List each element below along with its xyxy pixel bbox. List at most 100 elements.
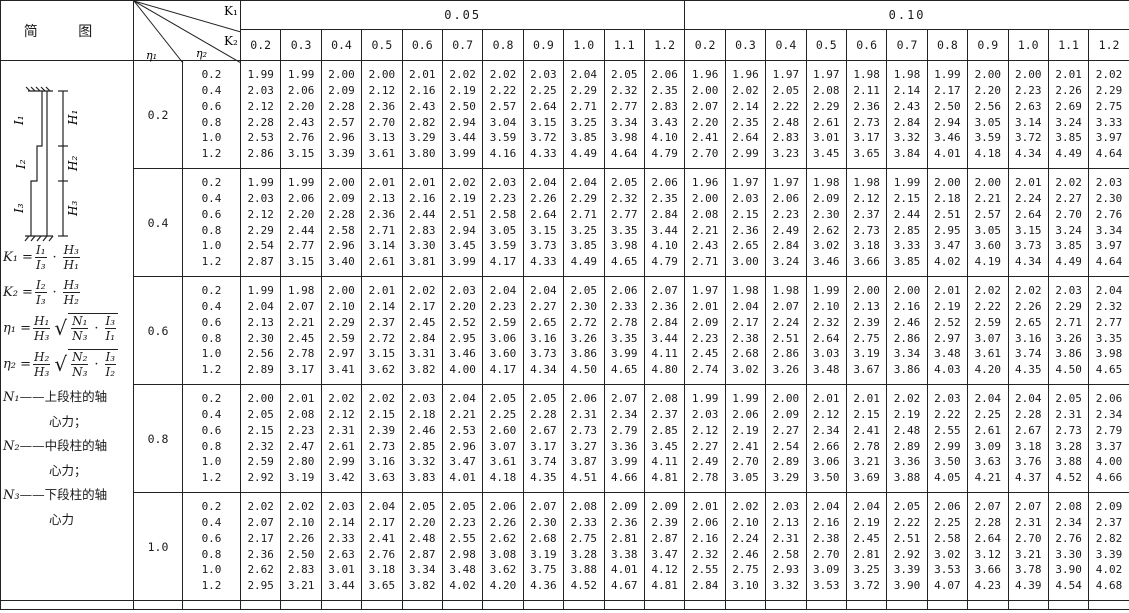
value-column: 1.98 2.09 2.30 2.62 3.02 3.46 <box>805 168 847 277</box>
denominator: H₁ <box>63 258 79 272</box>
table-cell: 2.01 <box>934 284 961 298</box>
table-cell: 3.33 <box>893 239 921 253</box>
table-cell: 2.04 <box>570 176 598 190</box>
denominator: H₃ <box>34 364 50 379</box>
formula-lhs: η₂ = <box>3 356 32 372</box>
table-cell: 2.17 <box>247 531 274 545</box>
value-column: 2.07 2.34 2.79 3.36 3.99 4.66 <box>603 384 645 493</box>
table-cell: 2.92 <box>247 471 274 485</box>
table-cell: 2.36 <box>368 207 396 221</box>
table-cell: 3.53 <box>934 563 961 577</box>
table-cell: 2.05 <box>247 407 274 421</box>
value-column: 2.04 2.29 2.71 3.25 3.85 4.49 <box>563 168 605 277</box>
table-cell: 1.97 <box>732 176 759 190</box>
table-cell: 2.77 <box>1095 315 1123 329</box>
table-cell: 3.24 <box>772 255 800 269</box>
table-cell: 2.03 <box>732 191 759 205</box>
label-i2: I₂ <box>14 159 28 170</box>
table-cell: 2.05 <box>489 392 517 406</box>
table-cell: 2.04 <box>530 284 557 298</box>
table-cell: 2.45 <box>691 347 719 361</box>
diagram-and-formulas: I₁ I₂ I₃ H₁ H₂ H₃ K₁ = I₁ I₃ · H₃ H₁ K₂ = … <box>0 60 134 601</box>
table-cell: 3.53 <box>813 579 840 593</box>
k2-value: 0.5 <box>361 29 403 61</box>
table-cell: 2.08 <box>287 407 315 421</box>
table-cell: 2.02 <box>409 284 436 298</box>
note-text-cont: 心力； <box>49 414 87 429</box>
value-column: 2.02 2.26 2.65 3.16 3.74 4.35 <box>1007 276 1049 385</box>
note-text-cont: 心力 <box>49 512 75 527</box>
table-cell: 2.06 <box>287 191 315 205</box>
table-cell: 3.30 <box>409 239 436 253</box>
table-cell: 2.39 <box>368 423 396 437</box>
numerator: I₂ <box>34 278 47 293</box>
table-cell: 4.65 <box>610 363 638 377</box>
table-cell: 2.36 <box>610 515 638 529</box>
value-column: 2.03 2.29 2.71 3.26 3.86 4.50 <box>1047 276 1090 385</box>
eta2-value: 0.8 <box>201 331 222 345</box>
table-cell: 2.45 <box>409 315 436 329</box>
table-cell: 2.37 <box>651 407 678 421</box>
value-column: 2.00 2.12 2.36 2.70 3.13 3.61 <box>361 60 403 169</box>
table-cell: 2.01 <box>409 176 436 190</box>
table-cell: 2.41 <box>732 439 759 453</box>
value-column: 2.04 2.29 2.71 3.25 3.85 4.49 <box>563 60 605 169</box>
k1-axis-label: K₁ <box>224 4 238 18</box>
table-cell: 3.05 <box>974 223 1002 237</box>
table-cell: 2.05 <box>610 68 638 82</box>
table-cell: 3.99 <box>610 347 638 361</box>
table-cell: 2.61 <box>974 423 1002 437</box>
table-cell: 2.25 <box>530 83 557 97</box>
note-symbol: N₂ <box>3 439 20 454</box>
table-cell: 2.28 <box>247 115 274 129</box>
table-cell: 2.04 <box>449 392 476 406</box>
table-cell: 2.62 <box>489 531 517 545</box>
table-cell: 2.01 <box>368 284 396 298</box>
table-cell: 2.59 <box>328 331 355 345</box>
table-cell: 2.06 <box>732 407 759 421</box>
table-cell: 2.35 <box>651 191 678 205</box>
table-cell: 2.00 <box>247 392 274 406</box>
table-cell: 2.17 <box>732 315 759 329</box>
table-cell: 2.75 <box>1095 99 1123 113</box>
table-cell: 2.63 <box>328 547 355 561</box>
eta1-value: 1.0 <box>133 492 183 601</box>
table-cell: 3.15 <box>287 147 315 161</box>
value-column: 2.02 2.22 2.59 3.07 3.61 4.20 <box>967 276 1009 385</box>
value-column: 2.04 2.19 2.45 2.81 3.25 3.72 <box>845 492 888 601</box>
value-column: 2.04 2.28 2.67 3.18 3.76 4.37 <box>1007 384 1049 493</box>
table-cell: 3.25 <box>570 223 598 237</box>
table-cell: 2.21 <box>287 315 315 329</box>
table-cell: 3.34 <box>1095 223 1123 237</box>
table-cell: 3.45 <box>651 439 678 453</box>
value-column: 2.00 2.10 2.29 2.59 2.97 3.41 <box>320 276 363 385</box>
table-cell: 2.06 <box>651 68 678 82</box>
table-cell: 2.32 <box>247 439 274 453</box>
table-cell: 2.15 <box>247 423 274 437</box>
table-cell: 2.19 <box>449 191 476 205</box>
table-cell: 2.12 <box>813 407 840 421</box>
table-cell: 4.64 <box>1095 255 1123 269</box>
table-cell: 3.24 <box>1055 223 1082 237</box>
empty-cell <box>684 600 726 610</box>
table-cell: 3.02 <box>934 547 961 561</box>
table-cell: 2.27 <box>1055 191 1082 205</box>
value-column: 2.00 2.16 2.46 2.86 3.34 3.86 <box>886 276 928 385</box>
table-cell: 2.07 <box>287 299 315 313</box>
table-cell: 2.87 <box>651 531 678 545</box>
table-cell: 3.18 <box>1014 439 1042 453</box>
table-cell: 2.03 <box>772 500 800 514</box>
eta2-value: 0.2 <box>201 68 222 82</box>
k2-value: 0.9 <box>522 29 565 61</box>
table-cell: 4.11 <box>651 347 678 361</box>
table-cell: 2.29 <box>1095 83 1123 97</box>
table-cell: 2.96 <box>449 439 476 453</box>
table-cell: 3.39 <box>893 563 921 577</box>
table-cell: 3.39 <box>1095 547 1123 561</box>
table-cell: 3.43 <box>651 115 678 129</box>
value-column: 1.99 2.06 2.19 2.41 2.70 3.05 <box>724 384 767 493</box>
table-cell: 2.74 <box>691 363 719 377</box>
eta2-value: 0.4 <box>201 515 222 529</box>
table-cell: 3.78 <box>1014 563 1042 577</box>
value-column: 2.08 2.37 2.85 3.45 4.11 4.81 <box>643 384 686 493</box>
